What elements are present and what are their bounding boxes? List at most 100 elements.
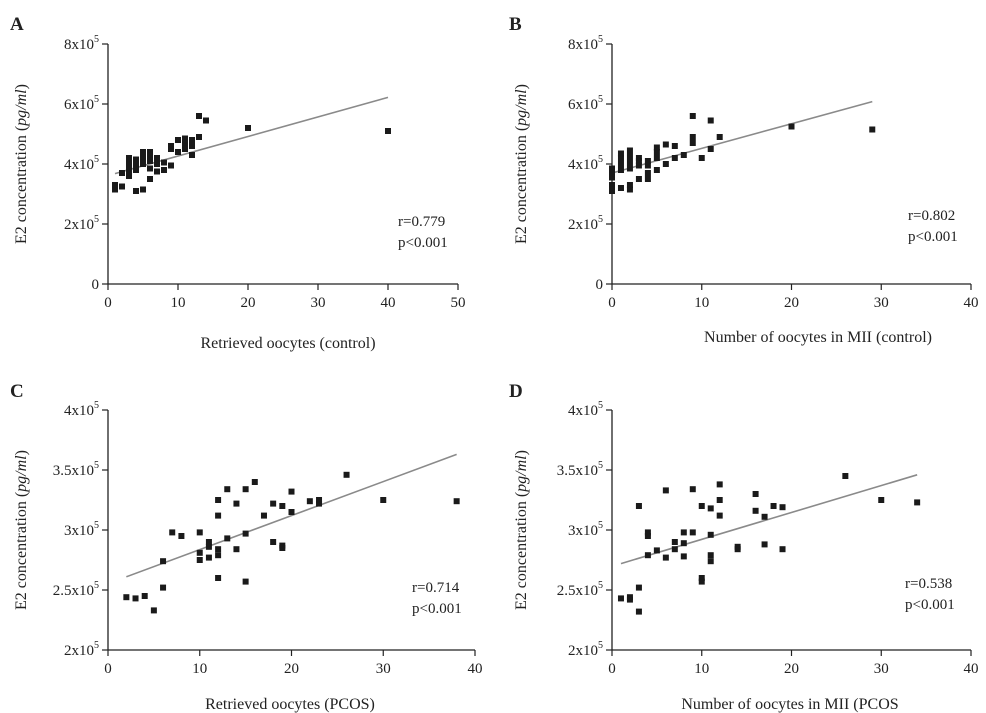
data-point: [698, 578, 705, 585]
data-point: [147, 149, 153, 155]
x-tick-label: 50: [451, 295, 466, 311]
data-point: [385, 128, 391, 134]
data-point: [260, 512, 267, 519]
data-point: [288, 488, 295, 495]
y-tick-label: 4x105: [64, 400, 99, 419]
data-point: [644, 158, 651, 164]
data-point: [168, 162, 174, 169]
data-point: [140, 161, 146, 167]
data-point: [752, 491, 759, 497]
data-point: [626, 594, 633, 601]
data-point: [689, 529, 696, 536]
y-tick-label: 0: [596, 277, 604, 293]
data-point: [150, 607, 157, 614]
data-point: [242, 578, 249, 585]
data-point: [133, 162, 139, 169]
data-point: [680, 553, 687, 560]
data-point: [609, 182, 615, 188]
data-point: [215, 512, 222, 519]
data-point: [182, 140, 188, 146]
data-point: [609, 174, 615, 181]
data-point: [698, 575, 705, 581]
data-point: [689, 134, 696, 140]
data-point: [178, 533, 185, 539]
data-point: [761, 541, 768, 548]
data-point: [119, 183, 125, 190]
data-point: [734, 543, 741, 550]
data-point: [154, 161, 160, 167]
data-point: [707, 552, 714, 559]
data-point: [279, 542, 286, 549]
data-point: [147, 158, 153, 164]
data-point: [698, 503, 705, 509]
p-value-text: p<0.001: [908, 229, 958, 245]
data-point: [698, 155, 705, 161]
data-point: [671, 155, 678, 161]
data-point: [869, 126, 876, 133]
y-tick-label: 2x105: [64, 640, 99, 659]
data-point: [662, 161, 669, 167]
data-point: [617, 185, 624, 191]
data-point: [617, 155, 624, 161]
data-point: [154, 155, 160, 161]
data-point: [644, 176, 651, 182]
data-point: [119, 170, 125, 176]
data-point: [644, 529, 651, 536]
data-point: [270, 500, 277, 507]
y-tick-label: 2x105: [568, 214, 603, 233]
data-point: [707, 558, 714, 565]
data-point: [316, 497, 323, 503]
x-tick-label: 0: [608, 295, 616, 311]
data-point: [203, 117, 209, 124]
data-point: [644, 162, 651, 169]
data-point: [635, 608, 642, 615]
correlation-r-text: r=0.779: [398, 214, 445, 230]
data-point: [140, 186, 146, 193]
regression-line: [126, 453, 457, 578]
data-point: [689, 486, 696, 493]
y-axis-label: E2 concentration (pg/ml): [513, 450, 530, 610]
data-point: [662, 554, 669, 561]
scatter-panel-a: A 0 10 20 30 40 50 0 2x105 4x105 6x105 8x105 r=0.779…: [10, 14, 466, 352]
data-point: [112, 182, 118, 188]
data-point: [141, 593, 148, 599]
y-tick-label: 0: [92, 277, 100, 293]
data-point: [169, 529, 176, 536]
data-point: [215, 575, 222, 581]
data-point: [215, 546, 222, 553]
y-tick-label: 6x105: [568, 94, 603, 113]
y-tick-label: 2x105: [64, 214, 99, 233]
panel-letter: D: [509, 381, 523, 402]
data-point: [653, 149, 660, 155]
data-point: [270, 539, 277, 545]
data-point: [761, 513, 768, 520]
data-point: [288, 509, 295, 515]
data-point: [205, 539, 212, 545]
data-point: [133, 167, 139, 173]
data-point: [617, 150, 624, 157]
y-tick-label: 2x105: [568, 640, 603, 659]
data-point: [279, 503, 286, 509]
correlation-r-text: r=0.538: [905, 576, 952, 592]
data-point: [154, 168, 160, 175]
x-tick-label: 20: [284, 661, 299, 677]
data-point: [133, 156, 139, 163]
y-tick-label: 3.5x105: [557, 460, 603, 479]
y-tick-label: 8x105: [568, 34, 603, 53]
data-point: [662, 141, 669, 148]
data-point: [126, 155, 132, 161]
y-tick-label: 8x105: [64, 34, 99, 53]
y-axis-label: E2 concentration (pg/ml): [13, 84, 30, 244]
x-tick-label: 30: [874, 295, 889, 311]
data-point: [609, 170, 615, 176]
data-point: [182, 146, 188, 152]
data-point: [189, 152, 195, 158]
data-point: [914, 499, 921, 506]
data-point: [716, 497, 723, 503]
data-point: [689, 113, 696, 119]
data-point: [653, 144, 660, 151]
data-point: [175, 137, 181, 143]
data-point: [224, 486, 231, 493]
data-point: [671, 539, 678, 545]
